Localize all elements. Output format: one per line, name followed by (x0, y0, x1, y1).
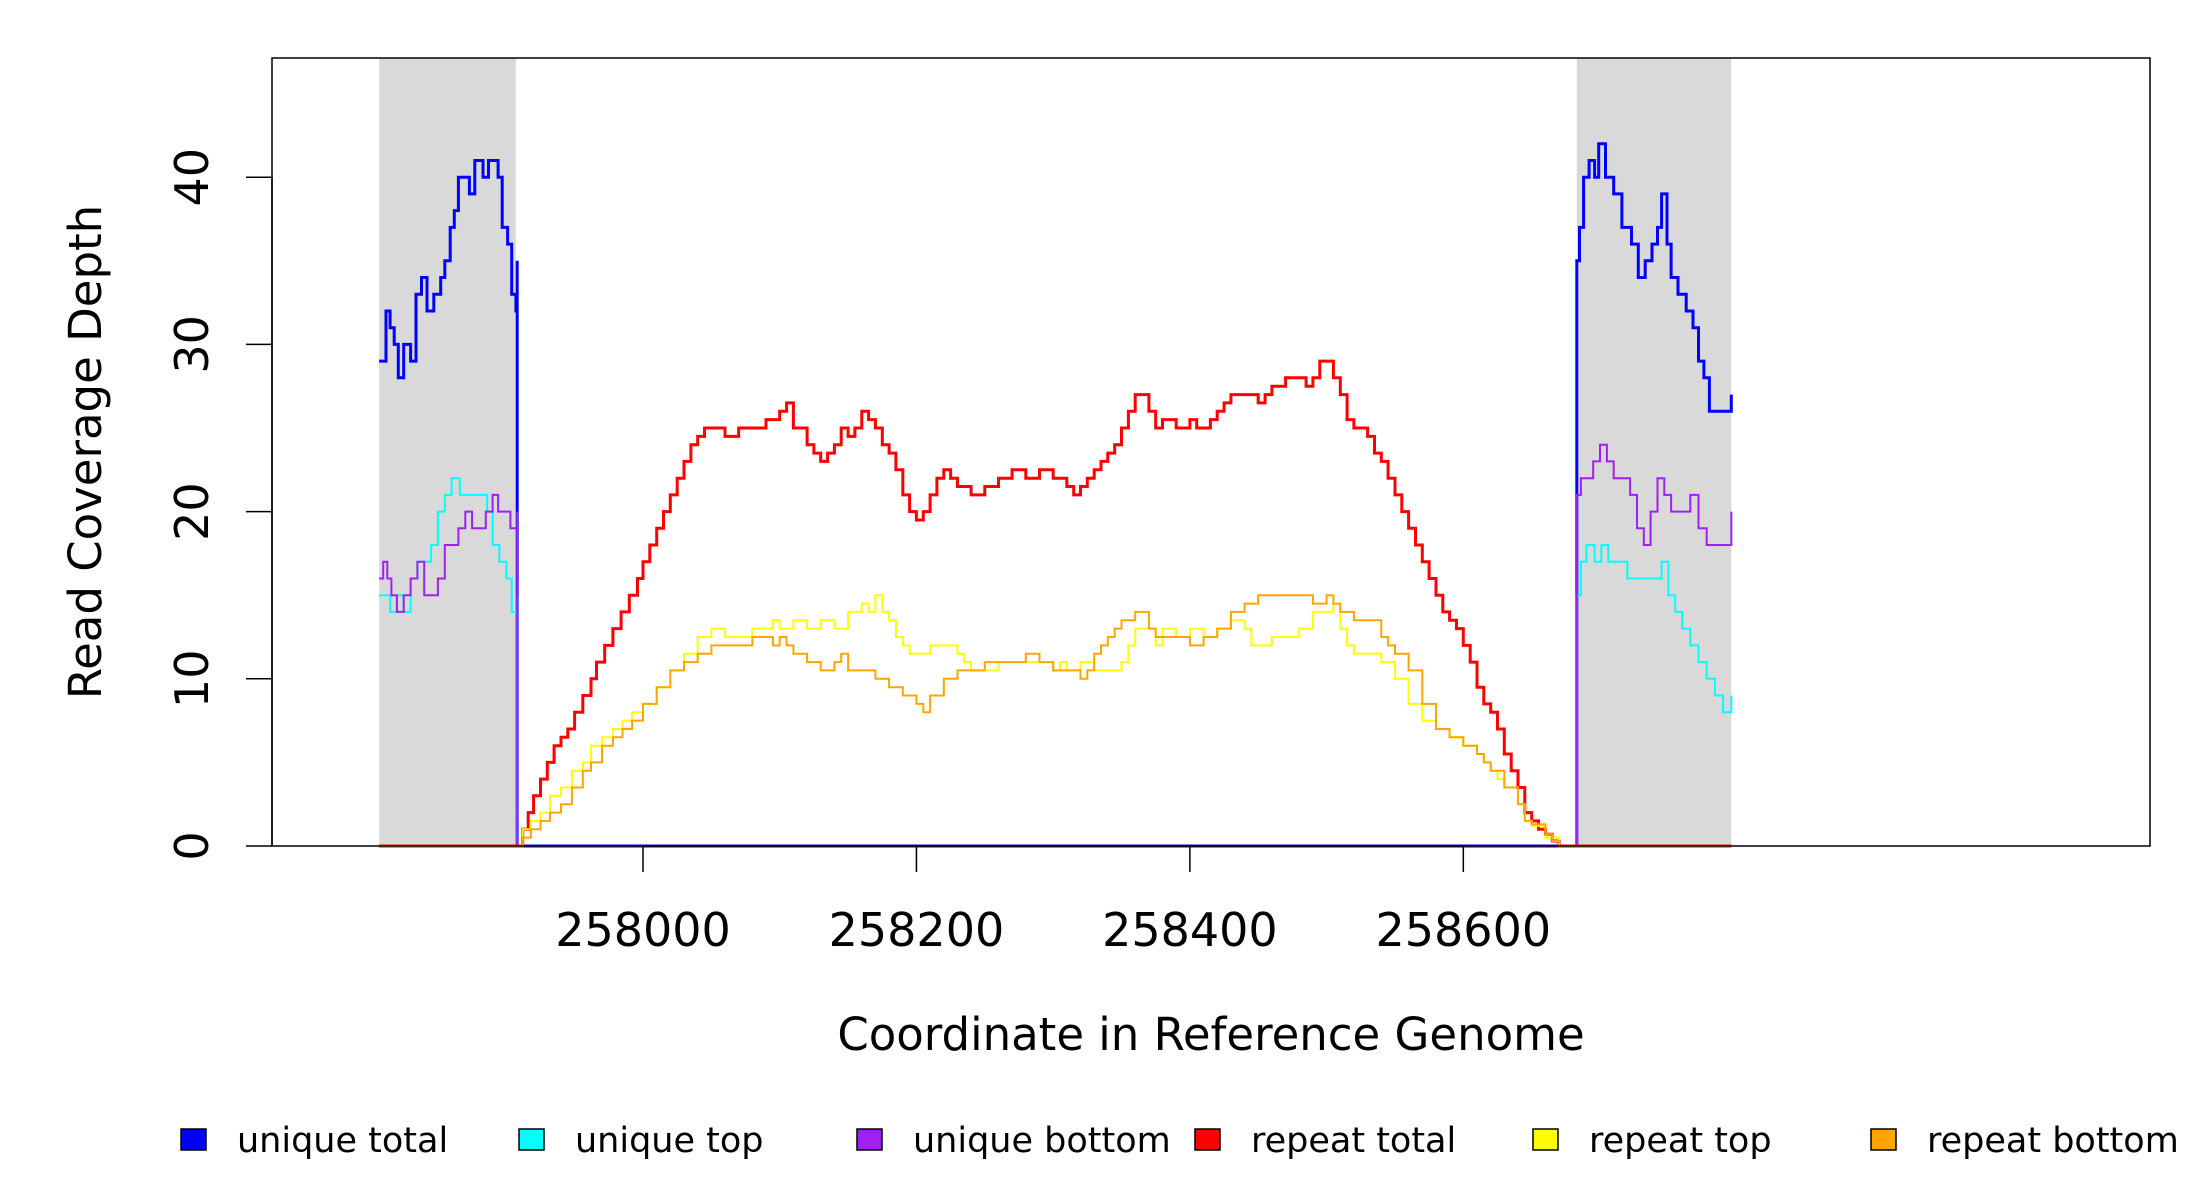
legend-swatch (1870, 1128, 1897, 1151)
series-lines (379, 142, 1733, 848)
legend-label: repeat bottom (1927, 1121, 2179, 1161)
legend-label: unique bottom (913, 1121, 1171, 1161)
series-line-unique-total (379, 142, 1733, 848)
legend-item-repeat-total: repeat total (1194, 1121, 1456, 1161)
legend-item-repeat-bottom: repeat bottom (1870, 1121, 2179, 1161)
legend-label: repeat top (1589, 1121, 1772, 1161)
x-axis: 258000 258200 258400 258600 (555, 845, 1552, 957)
x-axis-title: Coordinate in Reference Genome (837, 1008, 1584, 1061)
series-line-repeat-top (379, 594, 1732, 847)
shaded-regions (379, 58, 1732, 846)
series-line-repeat-bottom (379, 594, 1732, 847)
legend: unique total unique top unique bottom repea… (180, 1121, 2179, 1161)
legend-label: unique total (237, 1121, 448, 1161)
y-tick-label: 0 (165, 831, 219, 860)
shaded-region-2 (1576, 58, 1732, 846)
legend-item-unique-top: unique top (518, 1121, 764, 1161)
legend-swatch (180, 1128, 207, 1151)
y-axis: 0 10 20 30 40 (165, 148, 273, 861)
x-tick-label: 258400 (1102, 903, 1278, 957)
x-tick-label: 258000 (555, 903, 731, 957)
x-tick-label: 258200 (829, 903, 1005, 957)
legend-swatch (518, 1128, 545, 1151)
legend-item-repeat-top: repeat top (1532, 1121, 1772, 1161)
y-tick-label: 20 (165, 482, 219, 541)
series-line-unique-bottom (379, 443, 1733, 847)
y-axis-title: Read Coverage Depth (59, 205, 112, 699)
x-tick-label: 258600 (1376, 903, 1552, 957)
series-line-repeat-total (379, 359, 1732, 848)
y-tick-label: 10 (165, 650, 219, 709)
legend-swatch (1532, 1128, 1559, 1151)
legend-swatch (856, 1128, 883, 1151)
shaded-region-1 (379, 58, 516, 846)
legend-item-unique-bottom: unique bottom (856, 1121, 1171, 1161)
legend-swatch (1194, 1128, 1221, 1151)
series-line-unique-top (379, 477, 1733, 847)
legend-label: repeat total (1251, 1121, 1456, 1161)
plot-frame (271, 57, 2151, 847)
y-tick-label: 30 (165, 315, 219, 374)
y-tick-label: 40 (165, 148, 219, 207)
legend-item-unique-total: unique total (180, 1121, 448, 1161)
legend-label: unique top (575, 1121, 764, 1161)
